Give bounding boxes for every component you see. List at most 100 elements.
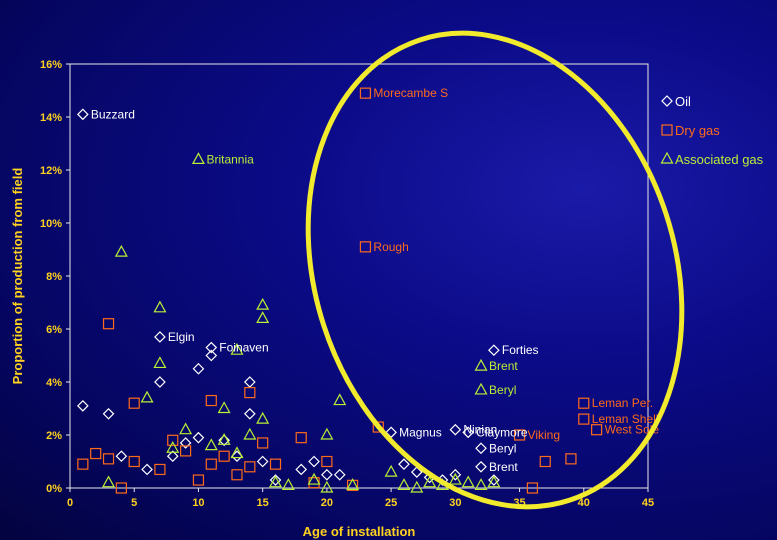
point-label: Beryl <box>489 383 516 397</box>
oil-point <box>269 474 282 486</box>
associated-gas-point <box>307 472 321 485</box>
point-label: Forties <box>502 343 539 357</box>
associated-gas-point <box>191 152 205 164</box>
legend-marker-associated-gas <box>660 151 674 164</box>
dry-gas-point <box>102 318 115 330</box>
associated-gas-point <box>243 427 257 440</box>
oil-point <box>488 474 500 486</box>
associated-gas-point <box>217 433 231 445</box>
point-label: Leman Shell <box>592 412 659 426</box>
oil-point <box>76 400 89 412</box>
oil-point <box>179 437 192 449</box>
point-label: Brent <box>489 359 518 373</box>
oil-point <box>218 434 230 447</box>
oil-point <box>333 468 346 481</box>
dry-gas-point <box>359 241 372 253</box>
oil-point <box>192 362 205 375</box>
oil-point <box>154 331 166 343</box>
point-label: Magnus <box>399 425 442 439</box>
oil-point <box>449 468 462 481</box>
x-tick-label: 15 <box>257 497 269 509</box>
oil-point <box>205 341 218 354</box>
x-tick-label: 20 <box>321 497 333 509</box>
oil-point <box>410 466 423 478</box>
associated-gas-point <box>487 475 501 488</box>
dry-gas-point <box>128 397 140 409</box>
oil-point <box>295 463 308 476</box>
dry-gas-point <box>154 463 166 476</box>
x-tick-label: 45 <box>642 497 654 509</box>
oil-point <box>256 455 269 468</box>
point-label: West Sole <box>605 423 660 437</box>
associated-gas-point <box>256 411 270 424</box>
plot-area <box>69 63 649 489</box>
x-tick-label: 40 <box>578 497 590 509</box>
associated-gas-point <box>448 472 462 485</box>
oil-point <box>449 423 462 436</box>
point-label: Viking <box>528 428 560 442</box>
oil-point <box>192 431 205 444</box>
y-tick-label: 4% <box>46 377 62 389</box>
dry-gas-point <box>269 458 282 470</box>
associated-gas-point <box>217 401 231 414</box>
associated-gas-point <box>461 475 475 488</box>
dry-gas-point <box>205 458 217 470</box>
oil-point <box>76 108 89 121</box>
associated-gas-point <box>474 382 488 395</box>
dry-gas-point <box>218 450 230 462</box>
dry-gas-point <box>359 87 372 99</box>
associated-gas-point <box>256 311 270 323</box>
legend-label: Dry gas <box>675 123 720 138</box>
dry-gas-point <box>513 429 526 441</box>
dry-gas-point <box>257 437 269 449</box>
point-label: Buzzard <box>91 107 135 121</box>
point-label: Morecambe S <box>373 86 448 100</box>
oil-point <box>475 442 487 455</box>
x-tick-label: 10 <box>192 497 204 509</box>
dry-gas-point <box>167 434 179 446</box>
y-axis: 0% 2% 4% 6% 8% 10% 12% 14% 16% <box>40 59 70 495</box>
oil-point <box>141 463 153 476</box>
point-label: Foinaven <box>219 341 268 355</box>
highlight-ellipse <box>305 30 685 510</box>
x-tick-label: 0 <box>67 497 73 509</box>
associated-gas-point <box>281 478 295 490</box>
point-label: Elgin <box>168 330 195 344</box>
point-label: Claymore <box>476 425 528 439</box>
dry-gas-point <box>565 453 577 465</box>
dry-gas-point <box>192 474 205 486</box>
point-label: Brent <box>489 460 518 474</box>
dry-gas-point <box>77 458 89 470</box>
dry-gas-point <box>244 461 256 473</box>
point-labels: Buzzard Elgin Foinaven Magnus NinianClaymore… <box>91 86 660 474</box>
oil-point <box>488 344 500 357</box>
y-tick-label: 16% <box>40 59 62 71</box>
oil-point <box>243 376 256 388</box>
associated-gas-point <box>140 390 154 403</box>
y-tick-label: 14% <box>40 112 62 124</box>
oil-point <box>475 460 487 473</box>
associated-gas-point <box>384 464 398 477</box>
associated-gas-point <box>268 475 283 488</box>
legend-label: Oil <box>675 94 691 109</box>
oil-point <box>102 407 115 420</box>
legend-marker-oil <box>661 95 673 107</box>
x-tick-label: 30 <box>449 497 461 509</box>
oil-point <box>308 455 320 468</box>
oil-point <box>115 450 128 463</box>
associated-gas-point <box>153 356 167 369</box>
oil-point <box>154 376 166 388</box>
oil-point <box>398 458 410 470</box>
dry-gas-point <box>321 455 333 468</box>
point-label: Rough <box>373 240 408 254</box>
dry-gas-point <box>244 387 256 399</box>
associated-gas-point <box>410 480 424 493</box>
associated-gas-point <box>230 342 244 355</box>
x-tick-label: 25 <box>385 497 397 509</box>
x-tick-label: 5 <box>131 497 137 509</box>
associated-gas-point <box>153 300 167 313</box>
dry-gas-point <box>372 421 384 433</box>
associated-gas-point <box>320 480 334 493</box>
oil-point <box>243 407 256 420</box>
